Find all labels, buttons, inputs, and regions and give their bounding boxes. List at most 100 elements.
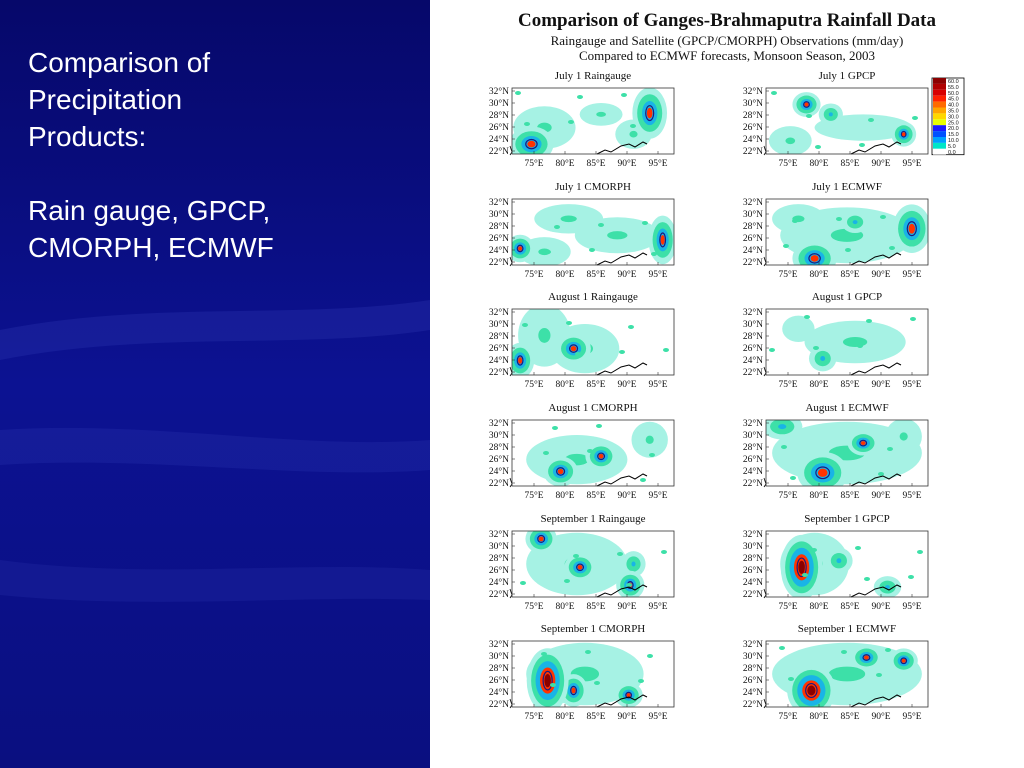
longitude-label: 75°E [524, 490, 543, 501]
legend-label: 40.0 [948, 103, 959, 109]
rain-contour [596, 424, 602, 428]
latitude-label: 30°N [489, 651, 509, 662]
rain-contour [646, 107, 653, 119]
legend-swatch [933, 107, 946, 114]
latitude-label: 24°N [489, 245, 509, 256]
rain-contour [788, 677, 794, 681]
coastline [596, 141, 648, 155]
longitude-label: 80°E [809, 711, 828, 722]
rain-field [520, 531, 667, 597]
panel-frame [765, 87, 929, 155]
rain-contour [836, 558, 842, 564]
rain-contour [543, 451, 549, 455]
rain-contour [815, 145, 821, 149]
longitude-label: 90°E [617, 269, 636, 280]
longitude-label: 80°E [555, 269, 574, 280]
figure-title: Comparison of Ganges-Brahmaputra Rainfal… [517, 10, 936, 31]
legend-swatch [933, 89, 946, 96]
rain-field [768, 91, 918, 154]
rain-contour [841, 650, 847, 654]
latitude-label: 26°N [743, 675, 763, 686]
rain-contour [576, 563, 585, 572]
rain-contour [900, 657, 908, 665]
latitude-label: 28°N [743, 442, 763, 453]
rain-contour [518, 246, 523, 251]
longitude-label: 80°E [809, 158, 828, 169]
rain-contour [660, 234, 665, 245]
latitude-label: 24°N [743, 466, 763, 477]
latitude-label: 26°N [489, 675, 509, 686]
latitude-label: 26°N [489, 454, 509, 465]
rain-contour [828, 666, 866, 682]
rain-contour [820, 356, 826, 361]
latitude-label: 26°N [489, 122, 509, 133]
latitude-label: 32°N [743, 418, 763, 429]
rain-contour [626, 693, 631, 698]
rain-contour [862, 654, 871, 661]
latitude-label: 30°N [489, 98, 509, 109]
rain-contour [552, 426, 558, 430]
coastline [596, 473, 648, 487]
rain-contour [808, 253, 821, 264]
latitude-label: 24°N [743, 245, 763, 256]
latitude-label: 26°N [743, 343, 763, 354]
rain-contour [806, 114, 812, 118]
latitude-label: 22°N [489, 257, 509, 268]
panel-frame [511, 419, 675, 487]
latitude-label: 26°N [489, 565, 509, 576]
rain-contour [880, 215, 886, 219]
coastline [596, 694, 648, 708]
latitude-label: 26°N [489, 343, 509, 354]
legend-label: 10.0 [948, 138, 959, 144]
color-legend: 60.055.050.045.040.035.030.025.020.015.0… [931, 77, 965, 156]
longitude-label: 95°E [902, 379, 921, 390]
rain-contour [554, 225, 560, 229]
latitude-label: 26°N [489, 233, 509, 244]
rain-contour [587, 449, 593, 453]
rain-contour [520, 581, 526, 585]
map-panel: August 1 CMORPH 32°N30°N28°N26°N24°N22°N 7… [489, 402, 675, 501]
rain-contour [575, 352, 581, 356]
latitude-label: 26°N [743, 122, 763, 133]
coastline [596, 362, 648, 376]
legend-swatch [933, 113, 946, 120]
map-panel: July 1 ECMWF 32°N30°N28°N26°N24°N22°N 75°E… [743, 181, 929, 280]
latitude-label: 30°N [743, 209, 763, 220]
legend-label: 15.0 [948, 132, 959, 138]
longitude-label: 90°E [871, 490, 890, 501]
longitude-label: 95°E [902, 711, 921, 722]
map-panel: August 1 Raingauge 32°N30°N28°N26°N24°N22… [489, 291, 675, 390]
rain-contour [659, 232, 667, 248]
rain-contour [811, 548, 817, 552]
longitude-label: 85°E [840, 711, 859, 722]
latitude-label: 28°N [489, 110, 509, 121]
longitude-label: 85°E [840, 601, 859, 612]
rain-contour [782, 315, 815, 342]
legend-label: 30.0 [948, 114, 959, 120]
rain-contour [638, 679, 644, 683]
rain-contour [792, 219, 798, 223]
rain-contour [887, 447, 893, 451]
longitude-label: 85°E [840, 269, 859, 280]
rain-contour [868, 118, 874, 122]
rain-contour [522, 323, 528, 327]
panel-title: August 1 Raingauge [548, 291, 638, 303]
map-panel: September 1 Raingauge 32°N30°N28°N26°N24°… [489, 513, 675, 612]
rain-contour [866, 319, 872, 323]
legend-label: 60.0 [948, 79, 959, 85]
body-line: CMORPH, ECMWF [28, 232, 274, 263]
rain-contour [906, 221, 917, 237]
longitude-label: 75°E [524, 158, 543, 169]
map-panel: September 1 ECMWF 32°N30°N28°N26°N24°N22°… [743, 623, 929, 722]
rain-contour [556, 467, 566, 476]
longitude-label: 90°E [617, 379, 636, 390]
rain-contour [645, 105, 655, 122]
panel-title: July 1 CMORPH [555, 181, 631, 193]
longitude-label: 90°E [871, 158, 890, 169]
rain-contour [790, 476, 796, 480]
panel-frame [765, 419, 929, 487]
rain-contour [628, 325, 634, 329]
rain-contour [860, 441, 866, 446]
panel-title: August 1 GPCP [812, 291, 882, 303]
map-panel: September 1 GPCP 32°N30°N28°N26°N24°N22°N… [743, 513, 929, 612]
